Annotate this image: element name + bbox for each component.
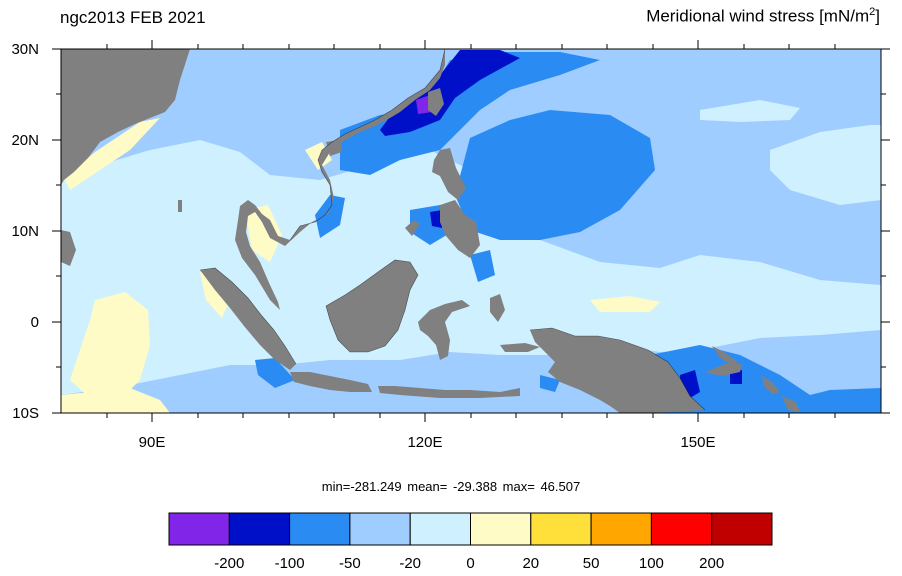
colorbar-swatch: [349, 512, 411, 546]
colorbar-swatch: [409, 512, 472, 546]
land-lesser-sunda: [378, 386, 520, 398]
colorbar-label: 200: [699, 555, 724, 572]
lon-label: 90E: [139, 434, 166, 451]
colorbar-label: -200: [214, 555, 244, 572]
land-sumatra: [200, 268, 296, 370]
map-title: ngc2013 FEB 2021: [60, 8, 206, 27]
lat-label: 0: [31, 314, 39, 331]
statistics-line: min=-281.249 mean= -29.388 max= 46.507: [321, 479, 581, 494]
field-region: [340, 52, 600, 175]
field-region: [255, 358, 295, 388]
field-region: [470, 250, 495, 282]
lon-label: 120E: [407, 434, 442, 451]
land-seram: [500, 343, 540, 352]
field-region: [315, 195, 345, 238]
field-region: [540, 375, 560, 392]
land-new-ireland: [712, 346, 738, 366]
variable-title: Meridional wind stress [mN/m2]: [646, 6, 880, 26]
lat-label: 10S: [12, 405, 39, 422]
field-region: [70, 292, 150, 400]
field-region: [455, 110, 655, 240]
field-region: [64, 118, 160, 190]
colorbar-label: 50: [583, 555, 600, 572]
field-region: [640, 345, 881, 413]
field-region: [590, 296, 660, 312]
land-sri-lanka: [61, 230, 76, 266]
colorbar-label: 100: [639, 555, 664, 572]
land-masses: [61, 49, 800, 413]
land-taiwan: [428, 88, 444, 116]
colorbar-label: 20: [522, 555, 539, 572]
land-sulawesi: [418, 300, 470, 360]
land-new-guinea: [530, 328, 705, 413]
land-india: [61, 49, 190, 185]
land-philippines-visayas: [440, 200, 480, 258]
land-borneo: [326, 260, 418, 352]
colorbar-label: 0: [466, 555, 474, 572]
land-java: [290, 372, 372, 392]
colorbar-label: -100: [275, 555, 305, 572]
land-maluku: [490, 294, 505, 322]
colorbar-label: -20: [399, 555, 421, 572]
coastlines: [199, 49, 706, 411]
field-region: [61, 388, 170, 413]
lat-label: 30N: [11, 41, 39, 58]
colorbar-swatch: [711, 512, 773, 546]
field-region: [770, 125, 881, 205]
colorbar-swatch: [289, 512, 351, 546]
colorbar-swatch: [470, 512, 532, 546]
colorbar-swatch: [650, 512, 713, 546]
land-philippines-luzon: [432, 148, 466, 200]
lon-labels: 90E 120E 150E: [139, 434, 716, 451]
colorbar-swatch: [590, 512, 652, 546]
colorbar-swatch: [228, 512, 291, 546]
colorbar-labels: -200 -100 -50 -20 0 20 50 100 200: [214, 555, 724, 572]
field-region: [700, 100, 800, 122]
lat-label: 20N: [11, 132, 39, 149]
colorbar: [168, 512, 773, 546]
land-andaman: [178, 200, 182, 212]
axis-ticks: [52, 40, 890, 422]
lon-label: 150E: [680, 434, 715, 451]
land-new-britain: [705, 364, 742, 376]
colorbar-swatch: [168, 512, 230, 546]
land-hainan: [326, 140, 342, 156]
field-region: [430, 210, 442, 228]
land-palawan: [405, 220, 420, 236]
lat-label: 10N: [11, 223, 39, 240]
colorbar-label: -50: [339, 555, 361, 572]
land-bougainville: [762, 376, 780, 394]
field-region: [245, 205, 282, 262]
colorbar-swatch: [530, 512, 592, 546]
land-asia: [61, 49, 445, 310]
lat-labels: 30N 20N 10N 0 10S: [11, 41, 39, 422]
field-region: [380, 50, 520, 136]
land-solomon: [782, 396, 800, 412]
map-area: [61, 49, 881, 413]
